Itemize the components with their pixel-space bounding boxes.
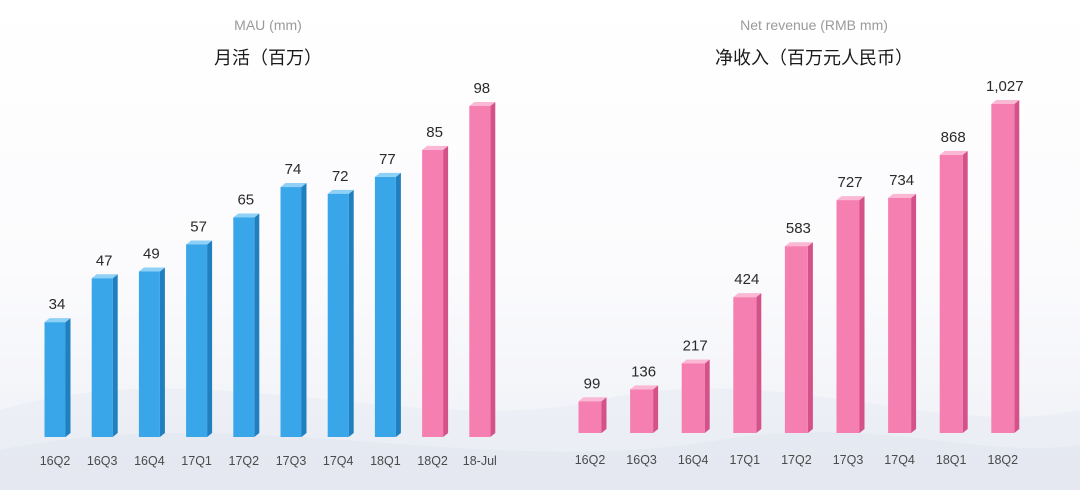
mau-category-label: 17Q2 <box>229 454 260 468</box>
mau-value-label: 49 <box>143 246 160 263</box>
revenue-bar <box>784 242 813 433</box>
mau-bar <box>91 274 118 437</box>
revenue-category-label: 16Q2 <box>575 453 606 467</box>
mau-value-label: 77 <box>379 151 396 168</box>
mau-category-label: 18-Jul <box>463 454 497 468</box>
mau-bar <box>233 213 260 437</box>
mau-value-label: 85 <box>426 124 443 141</box>
revenue-chart-subtitle: 净收入（百万元人民币） <box>715 48 913 69</box>
revenue-value-label: 1,027 <box>986 78 1024 95</box>
mau-bar <box>138 267 165 437</box>
mau-bar <box>186 240 213 437</box>
revenue-category-label: 17Q1 <box>730 453 761 467</box>
revenue-value-label: 868 <box>941 129 966 146</box>
revenue-bar <box>939 150 968 433</box>
revenue-value-label: 734 <box>889 172 914 189</box>
mau-category-label: 16Q2 <box>40 454 71 468</box>
revenue-bar <box>578 397 607 433</box>
revenue-bar <box>888 193 917 433</box>
revenue-bar <box>836 196 865 433</box>
revenue-category-label: 18Q1 <box>936 453 967 467</box>
mau-value-label: 34 <box>49 296 66 313</box>
revenue-bar <box>630 385 659 433</box>
revenue-value-label: 424 <box>734 271 759 288</box>
revenue-bar <box>681 359 710 433</box>
revenue-category-label: 17Q4 <box>884 453 915 467</box>
revenue-value-label: 727 <box>837 174 862 191</box>
mau-chart-panel: MAU (mm) 月活（百万） 34 16Q2 47 16Q3 49 16Q4 57 17Q1… <box>40 17 497 468</box>
mau-bar <box>469 102 496 437</box>
mau-bar <box>374 172 401 437</box>
mau-chart-subtitle: 月活（百万） <box>214 48 322 69</box>
mau-value-label: 98 <box>473 80 490 97</box>
revenue-value-label: 136 <box>631 363 656 380</box>
mau-value-label: 57 <box>190 218 207 235</box>
mau-value-label: 74 <box>285 161 302 178</box>
mau-value-label: 47 <box>96 252 113 269</box>
revenue-value-label: 583 <box>786 220 811 237</box>
mau-category-label: 17Q1 <box>181 454 212 468</box>
revenue-value-label: 217 <box>683 337 708 354</box>
revenue-category-label: 17Q2 <box>781 453 812 467</box>
revenue-category-label: 17Q3 <box>833 453 864 467</box>
revenue-bar-chart: 99 16Q2 136 16Q3 217 16Q4 424 17Q1 583 17Q2 727 17Q… <box>575 78 1024 467</box>
revenue-category-label: 16Q3 <box>626 453 657 467</box>
revenue-bar <box>733 293 762 433</box>
revenue-value-label: 99 <box>584 375 601 392</box>
mau-value-label: 72 <box>332 168 349 185</box>
mau-category-label: 18Q2 <box>417 454 448 468</box>
mau-category-label: 16Q4 <box>134 454 165 468</box>
mau-value-label: 65 <box>237 191 254 208</box>
mau-category-label: 16Q3 <box>87 454 118 468</box>
mau-category-label: 17Q3 <box>276 454 307 468</box>
mau-category-label: 18Q1 <box>370 454 401 468</box>
revenue-bar <box>991 100 1020 433</box>
mau-category-label: 17Q4 <box>323 454 354 468</box>
mau-bar <box>280 183 307 437</box>
mau-bar <box>422 145 449 438</box>
revenue-chart-panel: Net revenue (RMB mm) 净收入（百万元人民币） 99 16Q2 1… <box>540 0 1080 490</box>
mau-chart-title: MAU (mm) <box>234 17 302 33</box>
mau-bar <box>327 189 354 437</box>
mau-bar <box>44 318 71 437</box>
mau-bar-chart: 34 16Q2 47 16Q3 49 16Q4 57 17Q1 65 17Q2 74 17Q3 72 17… <box>40 80 497 468</box>
revenue-category-label: 18Q2 <box>988 453 1019 467</box>
revenue-chart-title: Net revenue (RMB mm) <box>740 17 888 33</box>
revenue-category-label: 16Q4 <box>678 453 709 467</box>
